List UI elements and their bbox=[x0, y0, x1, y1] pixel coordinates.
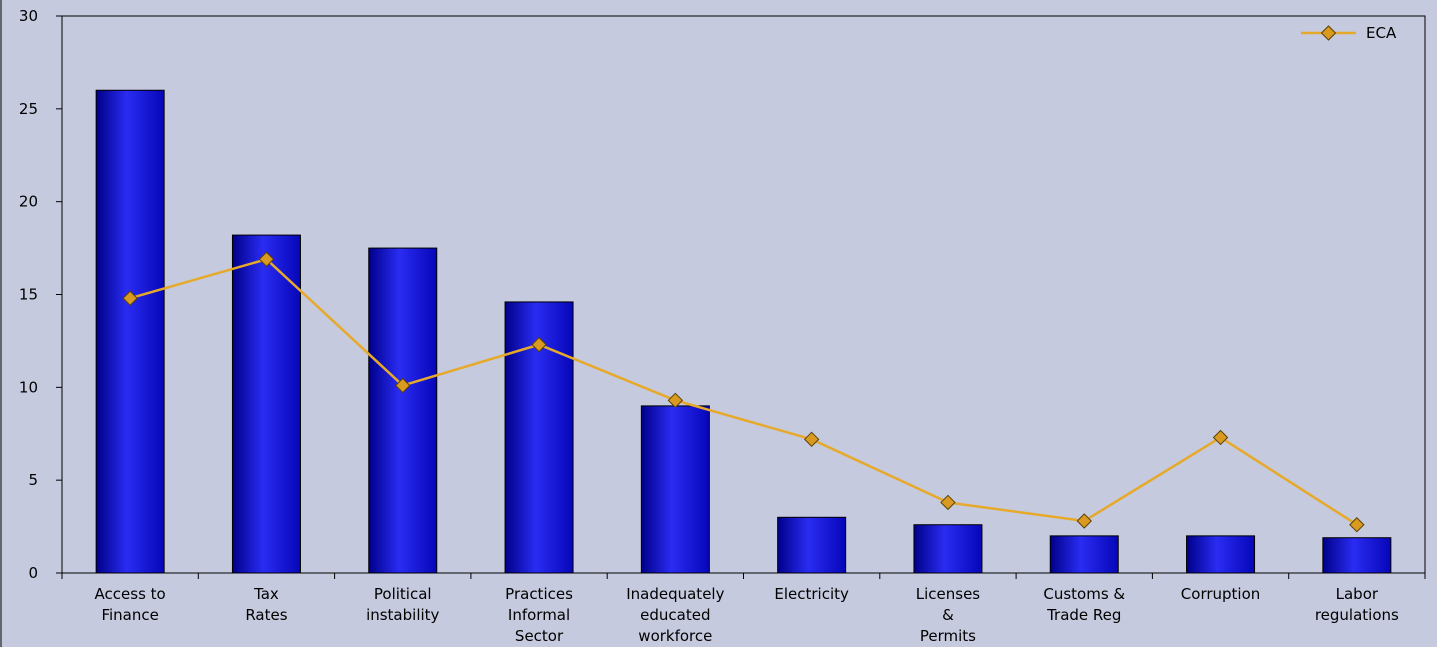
y-tick-label: 0 bbox=[28, 564, 38, 582]
category-label-line: Political bbox=[374, 585, 432, 603]
category-label-line: Permits bbox=[920, 627, 976, 645]
line-point bbox=[940, 494, 956, 511]
category-label: Corruption bbox=[1181, 585, 1260, 603]
bar bbox=[640, 405, 710, 574]
line-point bbox=[1349, 517, 1365, 533]
line-point bbox=[258, 251, 275, 267]
y-tick-label: 15 bbox=[19, 286, 38, 304]
category-label: Access to Finance bbox=[95, 585, 166, 624]
category-label-line: Trade Reg bbox=[1046, 606, 1121, 624]
category-label-line: Licenses bbox=[916, 585, 981, 603]
bar bbox=[1049, 535, 1119, 574]
legend-marker bbox=[1320, 25, 1337, 41]
category-label-line: Inadequately bbox=[626, 585, 724, 603]
bar bbox=[231, 234, 301, 574]
category-label: Practices Informal Sector bbox=[505, 585, 573, 645]
category-label: Inadequately educated workforce bbox=[626, 585, 724, 645]
category-label-line: Labor bbox=[1336, 585, 1379, 603]
category-label-line: educated bbox=[640, 606, 710, 624]
category-label-line: Rates bbox=[245, 606, 287, 624]
bar bbox=[1322, 537, 1392, 574]
y-tick-label: 10 bbox=[19, 378, 38, 396]
bar bbox=[1186, 535, 1256, 574]
category-label-line: workforce bbox=[638, 627, 712, 645]
line-point bbox=[1076, 513, 1092, 529]
category-label: Political instability bbox=[366, 585, 439, 624]
category-label-line: Practices bbox=[505, 585, 573, 603]
bar bbox=[777, 516, 847, 574]
bar bbox=[504, 301, 574, 574]
category-label-line: Tax bbox=[253, 585, 279, 603]
category-label-line: instability bbox=[366, 606, 439, 624]
category-label-line: Electricity bbox=[774, 585, 849, 603]
category-label-line: Access to bbox=[95, 585, 166, 603]
bar bbox=[368, 247, 438, 574]
category-label: Tax Rates bbox=[245, 585, 287, 624]
y-tick-label: 5 bbox=[28, 471, 38, 489]
series-line-eca bbox=[129, 257, 1358, 526]
bar bbox=[95, 89, 165, 574]
y-tick-label: 30 bbox=[19, 7, 38, 25]
category-label: Licenses & Permits bbox=[916, 585, 981, 645]
category-label: Labor regulations bbox=[1315, 585, 1399, 624]
line-point bbox=[395, 377, 411, 394]
legend-label: ECA bbox=[1366, 24, 1397, 42]
category-label-line: & bbox=[942, 606, 954, 624]
line-point bbox=[803, 431, 820, 448]
y-tick-label: 25 bbox=[19, 100, 38, 118]
category-label: Customs & Trade Reg bbox=[1043, 585, 1125, 624]
category-label-line: Corruption bbox=[1181, 585, 1260, 603]
line-point bbox=[667, 392, 684, 409]
category-label: Electricity bbox=[774, 585, 849, 603]
category-label-line: Sector bbox=[515, 627, 564, 645]
category-label-line: Finance bbox=[101, 606, 158, 624]
line-point bbox=[1212, 429, 1229, 446]
y-tick-label: 20 bbox=[19, 193, 38, 211]
bar bbox=[913, 524, 983, 574]
category-label-line: regulations bbox=[1315, 606, 1399, 624]
line-point bbox=[531, 336, 547, 353]
category-label-line: Informal bbox=[508, 606, 570, 624]
line-point bbox=[122, 290, 138, 306]
category-label-line: Customs & bbox=[1043, 585, 1125, 603]
